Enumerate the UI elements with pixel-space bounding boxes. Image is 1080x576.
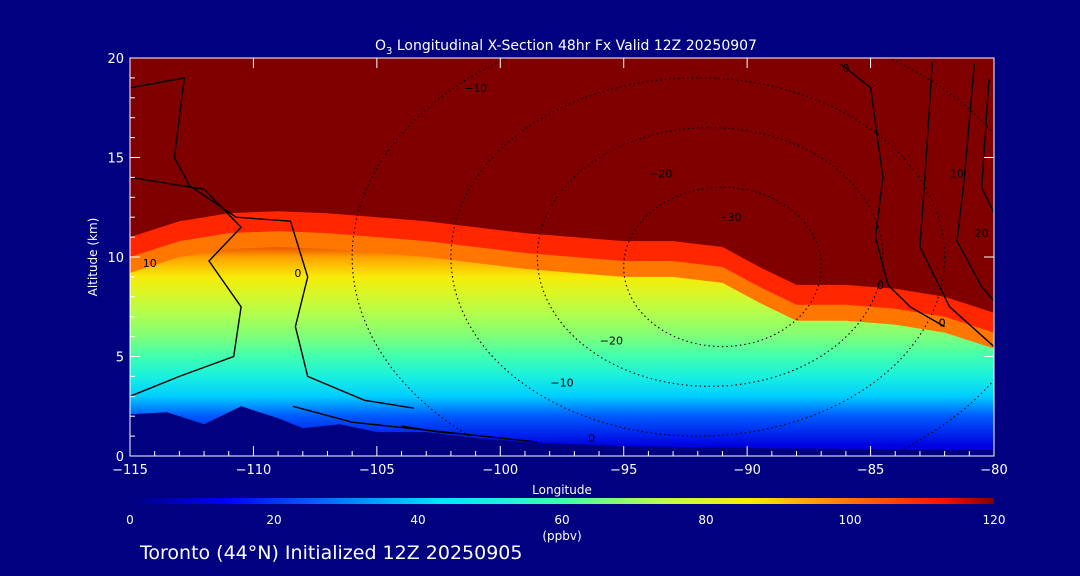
terrain-mask	[130, 406, 994, 456]
contour-label: −10	[464, 82, 487, 95]
dotted-contour-line	[536, 127, 884, 387]
contour-label: 10	[143, 257, 157, 270]
x-tick-label: −105	[359, 463, 395, 478]
contour-label: 0	[842, 62, 849, 75]
x-tick-label: −80	[980, 463, 1007, 478]
y-tick-label: 10	[107, 251, 124, 266]
solid-contour-line	[840, 63, 945, 328]
stratospheric-ozone-area	[130, 58, 994, 313]
colorbar-unit-label: (ppbv)	[542, 529, 581, 543]
solid-contours	[130, 61, 994, 443]
colorbar-tick-label: 0	[126, 513, 134, 527]
dotted-contour-line	[450, 77, 946, 437]
contour-labels: −10 −20 −30 −20 −10 0 0 10 0 0 0 10 20	[143, 62, 989, 445]
contour-label: 10	[950, 167, 964, 180]
y-tick-label: 0	[116, 450, 124, 465]
colorbar-tick-label: 40	[410, 513, 425, 527]
solid-contour-line	[401, 425, 464, 435]
chart-title: O3 Longitudinal X-Section 48hr Fx Valid …	[375, 38, 757, 57]
colorbar-tick-label: 20	[266, 513, 281, 527]
contour-label: −20	[600, 335, 623, 348]
contour-label: −30	[718, 211, 741, 224]
solid-contour-line	[130, 77, 415, 409]
x-tick-label: −100	[482, 463, 518, 478]
colorbar-tick-label: 100	[839, 513, 862, 527]
contour-label: 0	[588, 432, 595, 445]
y-axis-label: Altitude (km)	[86, 218, 100, 297]
contour-label: 20	[975, 227, 989, 240]
x-tick-label: −90	[733, 463, 760, 478]
solid-contour-line	[980, 77, 994, 214]
y-tick-label: 15	[107, 152, 124, 167]
contour-label: 0	[294, 267, 301, 280]
y-tick-label: 5	[116, 351, 124, 366]
solid-contour-line	[956, 63, 994, 302]
contour-label: −20	[649, 167, 672, 180]
title-subscript: 3	[386, 46, 392, 57]
contour-label: 0	[939, 317, 946, 330]
dotted-contour-line	[623, 186, 822, 348]
colorbar	[130, 498, 994, 504]
x-axis: −115 −110 −105 −100 −95 −90 −85 −80	[112, 58, 1008, 478]
x-axis-label: Longitude	[532, 483, 592, 497]
colorbar-tick-label: 120	[983, 513, 1006, 527]
y-axis: 0 5 10 15 20	[107, 52, 994, 465]
x-tick-label: −110	[236, 463, 272, 478]
x-tick-label: −85	[857, 463, 884, 478]
contour-label: −10	[550, 376, 573, 389]
title-rest: Longitudinal X-Section 48hr Fx Valid 12Z…	[392, 38, 757, 54]
y-tick-label: 20	[107, 52, 124, 67]
contour-label: 0	[877, 279, 884, 292]
x-tick-label: −115	[112, 463, 148, 478]
dotted-contours	[351, 58, 994, 456]
colorbar-tick-label: 60	[554, 513, 569, 527]
colorbar-tick-label: 80	[698, 513, 713, 527]
solid-contour-line	[919, 61, 994, 348]
footer-caption: Toronto (44°N) Initialized 12Z 20250905	[140, 542, 523, 564]
solid-contour-line	[130, 176, 243, 397]
title-prefix: O	[375, 38, 386, 54]
colorbar-ticks: 0 20 40 60 80 100 120	[126, 513, 1005, 527]
x-tick-label: −95	[610, 463, 637, 478]
